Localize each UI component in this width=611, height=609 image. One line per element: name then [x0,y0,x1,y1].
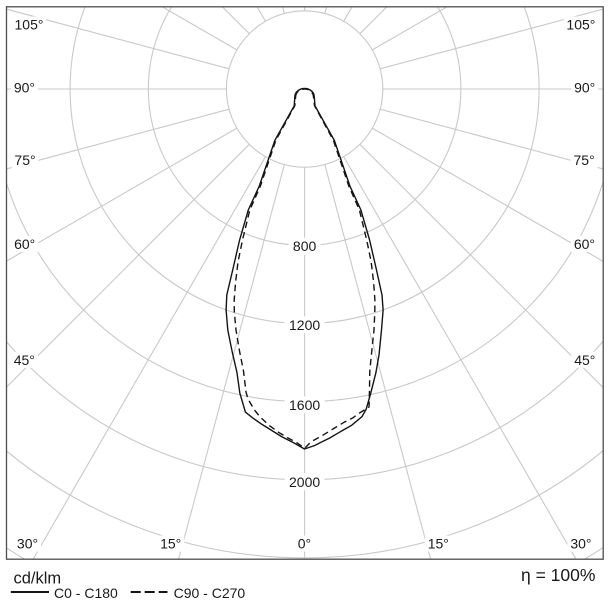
svg-text:C0 - C180: C0 - C180 [54,585,118,601]
svg-text:0°: 0° [298,536,311,552]
svg-text:15°: 15° [160,536,181,552]
svg-text:75°: 75° [14,152,35,168]
svg-text:90°: 90° [574,80,595,96]
svg-text:75°: 75° [574,152,595,168]
svg-text:1200: 1200 [289,317,320,333]
svg-text:105°: 105° [566,17,595,33]
svg-text:90°: 90° [14,80,35,96]
svg-text:cd/klm: cd/klm [14,569,62,587]
svg-text:C90 - C270: C90 - C270 [174,585,246,601]
svg-text:45°: 45° [574,352,595,368]
svg-text:1600: 1600 [289,397,320,413]
svg-text:30°: 30° [570,536,591,552]
svg-text:105°: 105° [15,17,44,33]
svg-text:60°: 60° [574,236,595,252]
svg-text:800: 800 [293,238,317,254]
svg-text:30°: 30° [17,536,38,552]
svg-text:15°: 15° [428,536,449,552]
svg-text:45°: 45° [14,352,35,368]
svg-text:60°: 60° [14,236,35,252]
svg-text:2000: 2000 [289,474,320,490]
svg-text:η = 100%: η = 100% [521,565,595,585]
